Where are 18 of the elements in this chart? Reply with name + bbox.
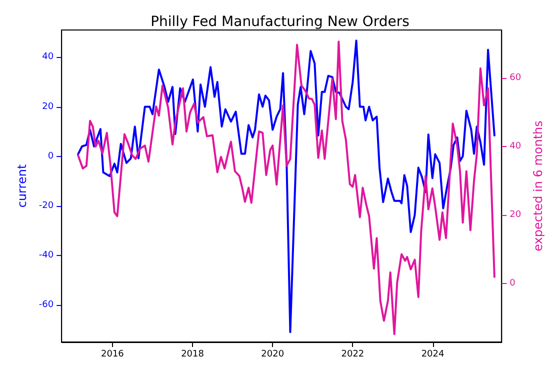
y-tick-label: -20 bbox=[38, 200, 54, 211]
y-tick-label: 20 bbox=[42, 102, 54, 112]
y-axis-title: current bbox=[15, 164, 29, 208]
x-tick-label: 2016 bbox=[101, 350, 124, 360]
x-tick-label: 2024 bbox=[421, 350, 445, 360]
y2-axis-title: expected in 6 months bbox=[531, 120, 545, 252]
y2-tick-label: 0 bbox=[510, 278, 516, 289]
y2-tick-label: 40 bbox=[510, 142, 522, 152]
x-tick-label: 2020 bbox=[261, 350, 284, 360]
y-tick-label: 0 bbox=[48, 151, 54, 162]
y2-tick-label: 60 bbox=[510, 73, 522, 83]
chart-title: Philly Fed Manufacturing New Orders bbox=[150, 14, 410, 30]
y-tick-label: -60 bbox=[38, 300, 54, 310]
x-tick-label: 2018 bbox=[181, 350, 204, 360]
y-tick-label: -40 bbox=[38, 250, 54, 260]
y-tick-label: 40 bbox=[42, 52, 54, 62]
x-tick-label: 2022 bbox=[341, 350, 364, 360]
y2-tick-label: 20 bbox=[510, 210, 522, 220]
